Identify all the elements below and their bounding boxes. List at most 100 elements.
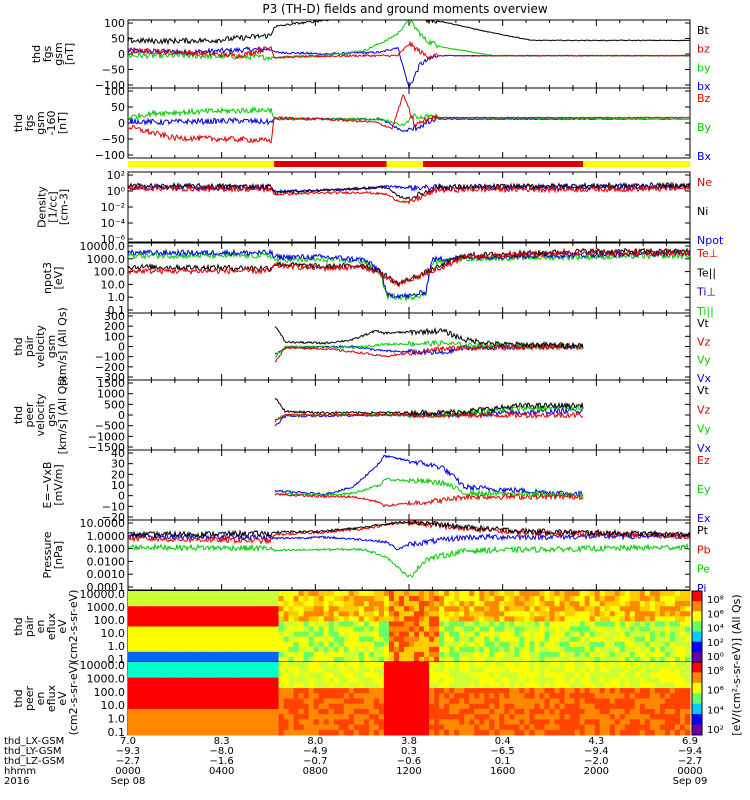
- heatmap-cell: [298, 606, 305, 612]
- heatmap-cell: [258, 621, 264, 627]
- y-axis-label: fgs: [23, 114, 36, 131]
- heatmap-cell: [649, 688, 656, 694]
- heatmap-cell: [554, 714, 561, 720]
- heatmap-cell: [273, 677, 280, 684]
- legend-entry: Pb: [697, 543, 711, 556]
- heatmap-cell: [629, 672, 636, 679]
- heatmap-cell: [679, 631, 686, 638]
- heatmap-cell: [308, 616, 315, 622]
- heatmap-cell: [143, 596, 149, 602]
- heatmap-cell: [684, 601, 691, 607]
- heatmap-cell: [539, 596, 545, 602]
- heatmap-cell: [639, 662, 646, 668]
- heatmap-cell: [674, 662, 681, 668]
- x-col-value: 0.1: [495, 756, 511, 767]
- heatmap-cell: [649, 672, 656, 679]
- heatmap-cell: [614, 651, 621, 658]
- heatmap-cell: [258, 596, 264, 602]
- heatmap-cell: [293, 626, 300, 633]
- heatmap-cell: [529, 606, 535, 612]
- heatmap-cell: [604, 651, 611, 658]
- heatmap-cell: [188, 667, 194, 673]
- heatmap-cell: [263, 616, 269, 622]
- heatmap-cell: [529, 591, 535, 597]
- heatmap-cell: [168, 611, 174, 617]
- heatmap-cell: [444, 703, 450, 710]
- heatmap-cell: [449, 631, 455, 638]
- heatmap-cell: [534, 646, 540, 653]
- heatmap-cell: [283, 688, 290, 694]
- heatmap-cell: [629, 641, 636, 648]
- y-tick-label: 10⁻²: [101, 201, 125, 214]
- heatmap-cell: [378, 703, 385, 710]
- heatmap-cell: [128, 641, 134, 648]
- heatmap-cell: [509, 646, 515, 653]
- heatmap-cell: [629, 651, 636, 658]
- heatmap-cell: [479, 724, 485, 731]
- heatmap-cell: [403, 616, 410, 622]
- heatmap-cell: [363, 714, 370, 720]
- x-col-value: −2.0: [584, 756, 608, 767]
- heatmap-cell: [293, 596, 300, 602]
- heatmap-cell: [268, 631, 275, 638]
- heatmap-cell: [183, 651, 189, 658]
- heatmap-cell: [253, 682, 259, 689]
- heatmap-cell: [664, 626, 671, 633]
- heatmap-cell: [414, 636, 420, 643]
- heatmap-cell: [419, 626, 425, 633]
- heatmap-cell: [534, 656, 540, 663]
- heatmap-cell: [549, 616, 556, 622]
- heatmap-cell: [268, 693, 275, 699]
- heatmap-cell: [639, 636, 646, 643]
- heatmap-cell: [464, 708, 470, 715]
- heatmap-cell: [323, 703, 330, 710]
- colorbar-frame: [691, 661, 703, 736]
- heatmap-cell: [534, 714, 540, 720]
- heatmap-cell: [238, 698, 244, 705]
- heatmap-cell: [318, 601, 325, 607]
- heatmap-cell: [133, 621, 139, 627]
- heatmap-cell: [489, 703, 495, 710]
- heatmap-cell: [524, 591, 530, 597]
- heatmap-cell: [328, 682, 335, 689]
- heatmap-cell: [298, 646, 305, 653]
- heatmap-cell: [398, 698, 405, 705]
- y-tick-label: 200: [104, 320, 125, 333]
- heatmap-cell: [268, 698, 275, 705]
- heatmap-cell: [153, 641, 159, 648]
- heatmap-cell: [213, 636, 219, 643]
- heatmap-cell: [363, 606, 370, 612]
- heatmap-cell: [233, 688, 239, 694]
- heatmap-cell: [519, 636, 525, 643]
- heatmap-cell: [674, 672, 681, 679]
- heatmap-cell: [273, 656, 280, 663]
- heatmap-cell: [549, 667, 556, 673]
- heatmap-cell: [133, 611, 139, 617]
- heatmap-cell: [549, 621, 556, 627]
- heatmap-cell: [519, 672, 525, 679]
- heatmap-cell: [383, 611, 390, 617]
- heatmap-cell: [373, 621, 380, 627]
- heatmap-cell: [293, 651, 300, 658]
- heatmap-cell: [363, 724, 370, 731]
- heatmap-cell: [669, 621, 676, 627]
- legend-entry: Ti⊥: [696, 286, 716, 299]
- heatmap-cell: [233, 601, 239, 607]
- heatmap-cell: [383, 606, 390, 612]
- heatmap-cell: [484, 667, 490, 673]
- heatmap-cell: [414, 631, 420, 638]
- heatmap-cell: [629, 693, 636, 699]
- heatmap-cell: [318, 682, 325, 689]
- heatmap-cell: [524, 611, 530, 617]
- heatmap-cell: [619, 631, 626, 638]
- heatmap-cell: [454, 708, 460, 715]
- y-tick-label: 10.0: [101, 699, 126, 712]
- heatmap-cell: [223, 698, 229, 705]
- heatmap-cell: [439, 662, 445, 668]
- heatmap-cell: [248, 606, 254, 612]
- heatmap-cell: [639, 626, 646, 633]
- heatmap-cell: [509, 621, 515, 627]
- heatmap-cell: [679, 606, 686, 612]
- heatmap-cell: [514, 688, 520, 694]
- heatmap-cell: [519, 724, 525, 731]
